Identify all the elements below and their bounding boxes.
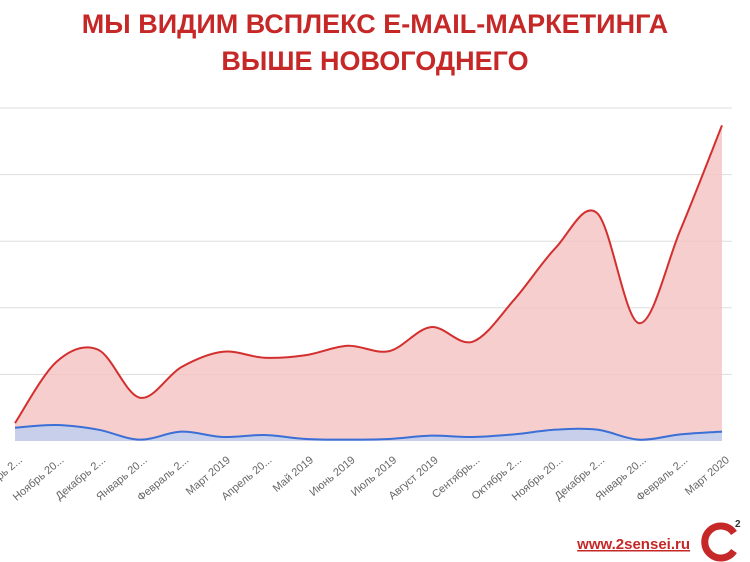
chart-title: МЫ ВИДИМ ВСПЛЕКС E-MAIL-МАРКЕТИНГА — [82, 9, 668, 39]
area-fill — [15, 424, 722, 441]
line — [14, 124, 723, 424]
footer-link[interactable]: www.2sensei.ru — [576, 536, 690, 553]
area-fill — [15, 125, 722, 441]
x-tick-label: Март 2020 — [683, 454, 732, 498]
logo: 2 — [701, 519, 741, 562]
logo-mark — [701, 522, 737, 562]
line — [14, 424, 723, 441]
chart-title: ВЫШЕ НОВОГОДНЕГО — [221, 46, 528, 76]
logo-text: 2 — [735, 519, 741, 530]
